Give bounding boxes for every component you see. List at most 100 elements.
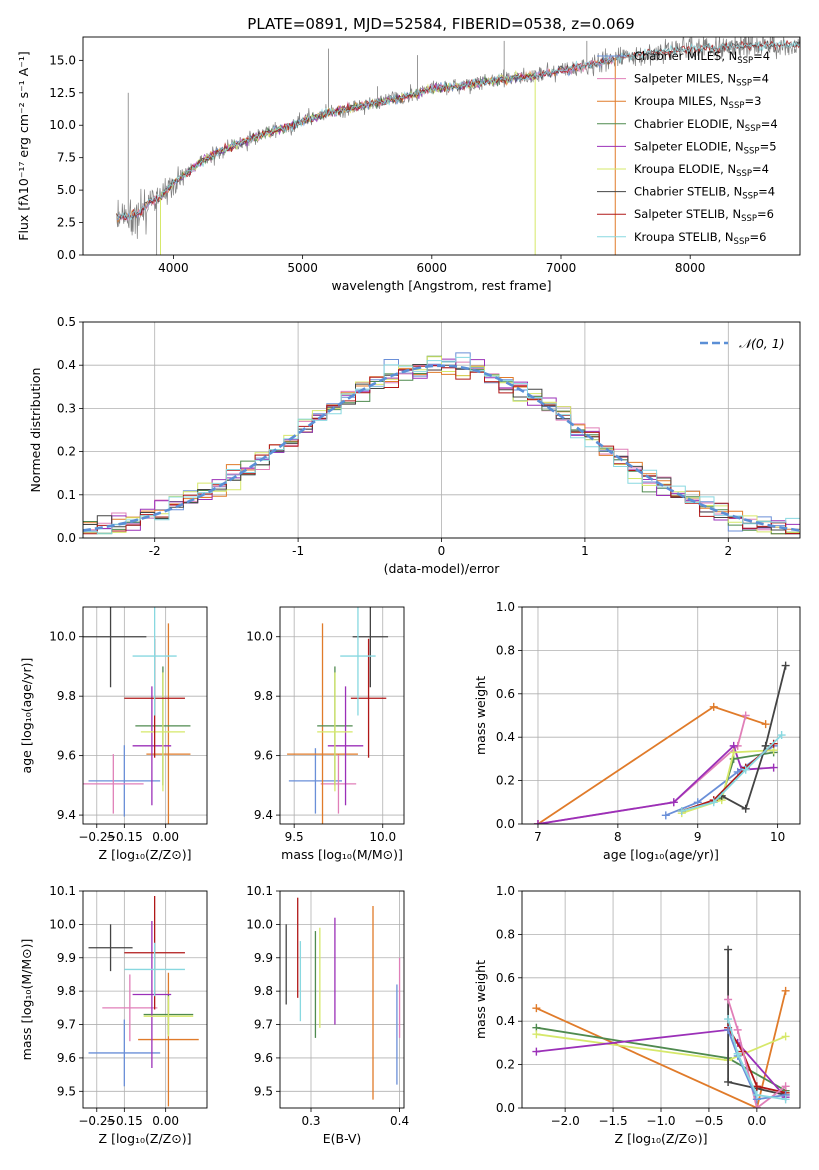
y-axis-label: Flux [fλ10⁻¹⁷ erg cm⁻² s⁻¹ A⁻¹] [16, 51, 31, 240]
grid-lines [83, 321, 800, 539]
weight-point-marker [777, 731, 786, 740]
legend-suffix: =4 [752, 72, 769, 86]
y-tick-label: 10.0 [49, 630, 76, 644]
model-spectrum-line [116, 59, 614, 223]
y-tick-label: 0.4 [496, 730, 515, 744]
y-tick-label: 10.1 [246, 884, 273, 898]
weight-point-marker [533, 820, 542, 824]
legend-subscript: SSP [736, 79, 752, 89]
y-tick-label: 10.0 [246, 917, 273, 931]
legend-entry: Kroupa STELIB, NSSP=6 [634, 230, 766, 247]
axes-frame [82, 36, 801, 256]
weight-point-marker [781, 1095, 790, 1104]
x-tick-label: 9.5 [285, 830, 304, 844]
weight-point-marker [677, 806, 686, 815]
weight-series-line [681, 734, 783, 812]
legend-suffix: =4 [752, 162, 769, 176]
y-tick-label: 0.0 [57, 531, 76, 545]
axes-frame [279, 606, 405, 825]
legend-subscript: SSP [741, 214, 757, 224]
legend-subscript: SSP [742, 192, 758, 202]
legend-suffix: =6 [757, 207, 774, 221]
x-axis-label: Z [log₁₀(Z/Z⊙)] [615, 1131, 708, 1146]
plot-area [88, 896, 199, 1107]
chart-spectrum: 4000 5000 6000 7000 8000 0.0 2.5 5.0 7.5 10.0 12.5… [16, 36, 801, 293]
legend-suffix: =3 [744, 94, 761, 108]
grid-lines [280, 607, 404, 824]
y-tick-label: 7.5 [57, 151, 76, 165]
weight-point-marker [781, 1082, 790, 1091]
y-tick-label: 15.0 [49, 53, 76, 67]
x-tick-label: 0.00 [152, 1114, 179, 1128]
axes-frame [82, 890, 208, 1109]
legend-label: Kroupa MILES, N [634, 94, 729, 108]
y-tick-label: 0.6 [496, 971, 515, 985]
legend-subscript: SSP [745, 124, 761, 134]
y-tick-label: 9.4 [57, 808, 76, 822]
y-tick-label: 9.9 [57, 951, 76, 965]
x-tick-label: 0.0 [747, 1114, 766, 1128]
axes-frame [521, 890, 801, 1109]
legend-entry: Chabrier MILES, NSSP=4 [634, 49, 770, 66]
weight-point-marker [709, 798, 718, 807]
normal-curve [83, 364, 800, 532]
y-tick-label: 9.6 [254, 749, 273, 763]
legend-label: Chabrier MILES, N [634, 49, 737, 63]
x-tick-label: 0 [438, 544, 446, 558]
y-tick-label: 0.0 [57, 248, 76, 262]
weight-point-marker [781, 986, 790, 995]
weight-point-marker [729, 748, 738, 757]
figure-title: PLATE=0891, MJD=52584, FIBERID=0538, z=0… [247, 15, 634, 33]
y-tick-label: 9.7 [254, 1018, 273, 1032]
y-tick-label: 0.0 [496, 1101, 515, 1115]
legend-entry: 𝒩(0, 1) [739, 336, 785, 351]
weight-series-line [681, 749, 774, 814]
weight-point-marker [741, 765, 750, 774]
model-spectrum-line [160, 70, 536, 199]
model-spectrum-line [116, 55, 614, 221]
legend-entry: Kroupa ELODIE, NSSP=4 [634, 162, 769, 179]
x-tick-label: 7 [534, 830, 542, 844]
weight-point-marker [532, 1030, 541, 1039]
legend-entry: Salpeter MILES, NSSP=4 [634, 72, 769, 89]
x-axis-label: age [log₁₀(age/yr)] [603, 847, 719, 862]
y-axis-label: mass weight [473, 960, 488, 1039]
x-tick-label: 6000 [417, 261, 448, 275]
y-tick-label: 0.3 [57, 401, 76, 415]
x-tick-label: 5000 [287, 261, 318, 275]
x-tick-label: 4000 [158, 261, 189, 275]
y-tick-label: 9.8 [57, 689, 76, 703]
x-tick-label: 9 [694, 830, 702, 844]
legend-label: Chabrier ELODIE, N [634, 117, 745, 131]
legend-suffix: =4 [753, 49, 770, 63]
weight-point-marker [761, 720, 770, 729]
y-tick-label: 0.5 [57, 315, 76, 329]
weight-point-marker [724, 1015, 733, 1024]
x-axis-label: Z [log₁₀(Z/Z⊙)] [99, 1131, 192, 1146]
legend-label: Kroupa STELIB, N [634, 230, 734, 244]
legend-suffix: =5 [760, 139, 777, 153]
weight-point-marker [669, 798, 678, 807]
y-tick-label: 5.0 [57, 183, 76, 197]
x-tick-label: 7000 [546, 261, 577, 275]
chart-mass_vs_EBV: 0.3 0.4 9.5 9.6 9.7 9.8 9.9 10.0 10.1 E(B-V) [246, 884, 409, 1146]
y-tick-label: 9.4 [254, 808, 273, 822]
x-tick-label: 0.4 [390, 1114, 409, 1128]
grid-lines [83, 890, 207, 1108]
legend-label: Kroupa ELODIE, N [634, 162, 736, 176]
y-tick-label: 0.6 [496, 687, 515, 701]
x-tick-label: 1 [581, 544, 589, 558]
x-tick-label: −1.0 [646, 1114, 675, 1128]
y-tick-label: 1.0 [496, 600, 515, 614]
plot-area [116, 37, 800, 255]
grid-lines [83, 607, 207, 824]
weight-point-marker [532, 1004, 541, 1013]
plot-area [532, 945, 790, 1108]
y-tick-label: 0.0 [496, 817, 515, 831]
y-tick-label: 0.2 [496, 774, 515, 788]
y-tick-label: 9.5 [254, 1084, 273, 1098]
y-tick-label: 0.4 [57, 358, 76, 372]
x-tick-label: 8000 [675, 261, 706, 275]
legend-label: Salpeter ELODIE, N [634, 139, 744, 153]
weight-point-marker [532, 1047, 541, 1056]
